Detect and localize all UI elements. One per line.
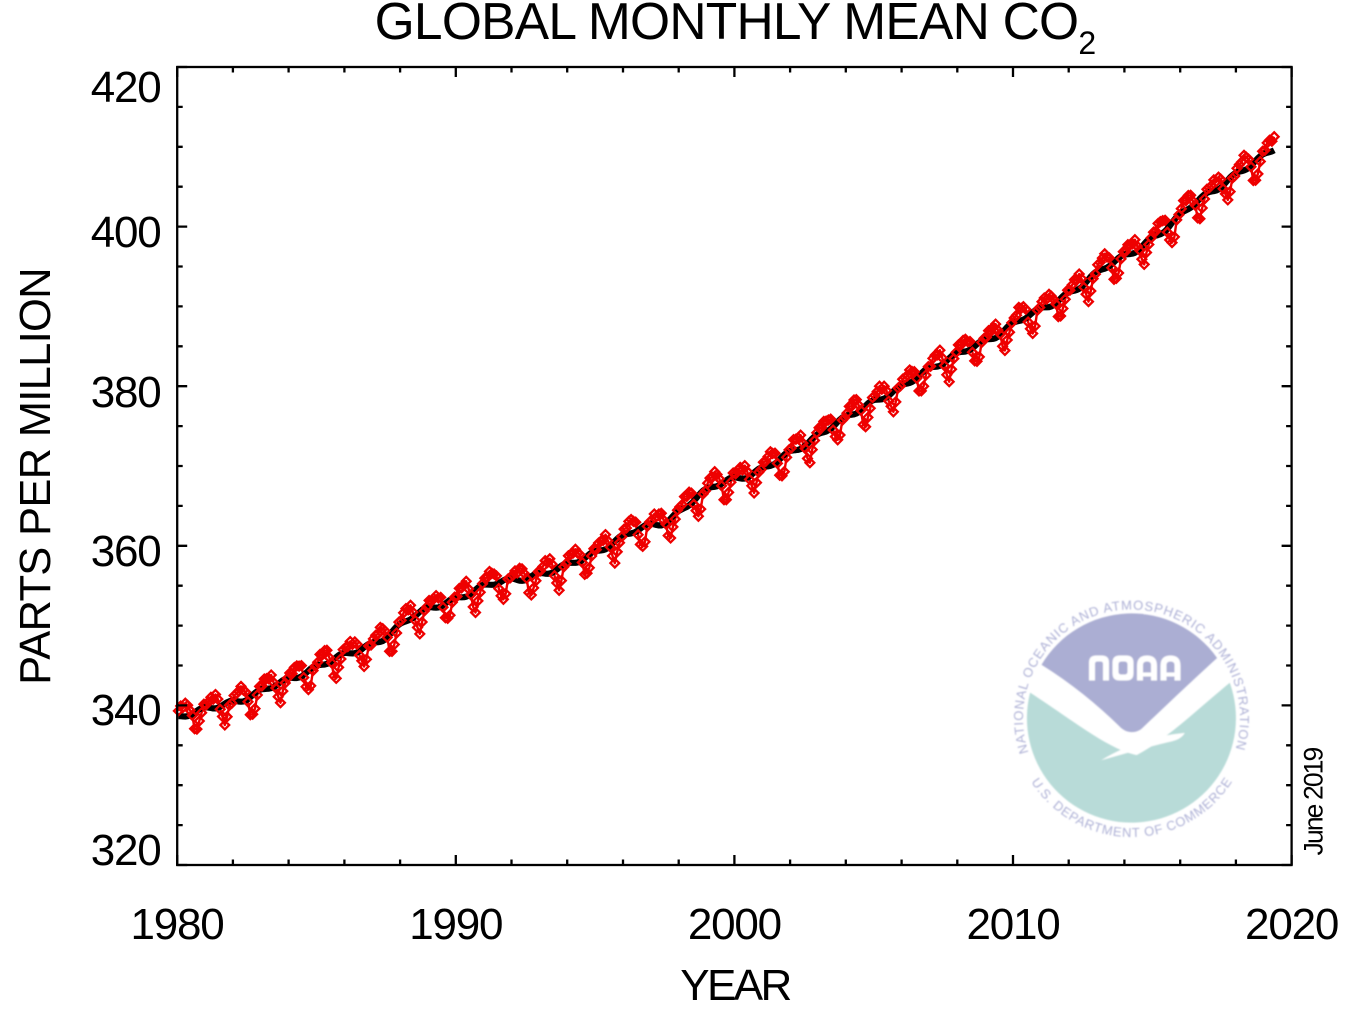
svg-text:420: 420 [91, 63, 161, 112]
svg-text:PARTS PER MILLION: PARTS PER MILLION [12, 268, 60, 685]
svg-text:1990: 1990 [409, 900, 502, 949]
svg-text:June 2019: June 2019 [1299, 748, 1329, 856]
svg-text:400: 400 [91, 208, 161, 257]
svg-text:340: 340 [91, 686, 161, 735]
svg-text:2000: 2000 [688, 900, 781, 949]
svg-text:380: 380 [91, 368, 161, 417]
svg-text:320: 320 [91, 826, 161, 875]
svg-text:2010: 2010 [966, 900, 1059, 949]
svg-text:YEAR: YEAR [680, 961, 790, 1010]
svg-text:360: 360 [91, 527, 161, 576]
svg-text:1980: 1980 [130, 900, 223, 949]
svg-text:2020: 2020 [1245, 900, 1338, 949]
svg-text:GLOBAL MONTHLY MEAN CO2: GLOBAL MONTHLY MEAN CO2 [375, 0, 1096, 61]
